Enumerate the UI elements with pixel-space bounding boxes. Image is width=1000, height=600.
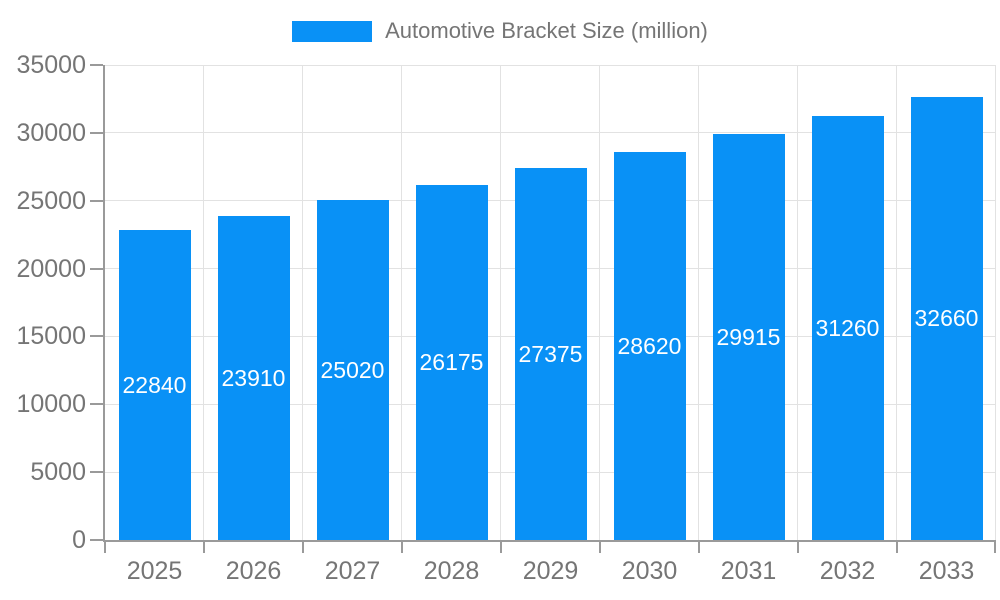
x-axis-category-label: 2027 (324, 557, 381, 585)
x-gridline (302, 65, 303, 540)
bar-value-label: 25020 (320, 357, 385, 384)
bar-value-label: 22840 (122, 372, 187, 398)
bar-value-label: 26175 (419, 349, 484, 376)
x-gridline (401, 65, 402, 540)
x-axis-tick (896, 542, 898, 553)
y-axis-tick (90, 64, 103, 66)
x-axis-category-label: 2032 (819, 557, 876, 585)
bar-2032[interactable] (811, 115, 884, 540)
bar-2031[interactable] (712, 134, 785, 540)
y-axis-tick (90, 471, 103, 474)
x-axis-tick (401, 542, 403, 553)
y-axis-tick-label: 25000 (16, 186, 86, 215)
x-axis-tick (203, 542, 205, 553)
bar-value-label: 31260 (815, 314, 880, 341)
x-axis-tick (698, 542, 700, 553)
y-gridline (105, 132, 996, 134)
x-gridline (203, 65, 204, 540)
bar-value-label: 29915 (716, 324, 781, 350)
plot-area: 0 5000 10000 15000 20000 25000 30000 35000 22840… (16, 51, 996, 585)
legend[interactable]: Automotive Bracket Size (million) (0, 16, 1000, 46)
x-axis-category-label: 2026 (225, 557, 282, 585)
y-axis-tick-label: 5000 (30, 458, 86, 487)
bar-2026[interactable] (217, 215, 290, 540)
x-axis-tick (994, 542, 996, 553)
x-axis-tick (599, 542, 601, 553)
bar-value-label: 32660 (914, 305, 979, 332)
legend-label: Automotive Bracket Size (million) (385, 18, 708, 43)
y-axis-tick-label: 15000 (16, 322, 86, 351)
x-axis-category-label: 2030 (621, 557, 678, 585)
bar-2025[interactable] (118, 230, 191, 540)
y-axis-tick (90, 335, 103, 338)
bar-value-label: 23910 (221, 364, 286, 391)
y-axis-tick (90, 131, 103, 134)
bar-2030[interactable] (613, 151, 686, 540)
x-axis-category-label: 2033 (918, 557, 975, 585)
x-axis-tick (500, 542, 502, 553)
x-axis-category-label: 2025 (126, 557, 183, 585)
y-axis-tick (90, 199, 103, 202)
y-axis-tick (90, 539, 103, 541)
y-axis-tick-label: 0 (72, 526, 86, 554)
y-gridline (105, 64, 996, 66)
y-axis-tick (90, 267, 103, 270)
bar-value-label: 28620 (617, 332, 682, 359)
legend-swatch-icon (292, 20, 373, 42)
x-axis-tick (104, 542, 106, 553)
x-gridline (797, 65, 798, 540)
x-axis-category-label: 2031 (720, 557, 777, 585)
y-axis-tick-label: 10000 (16, 390, 86, 419)
y-axis-tick-label: 30000 (16, 118, 86, 147)
bar-2029[interactable] (514, 168, 587, 540)
x-gridline (698, 65, 699, 540)
bar-2027[interactable] (316, 200, 389, 540)
x-gridline (995, 65, 996, 540)
x-axis-tick (797, 542, 799, 553)
bar-2028[interactable] (415, 184, 488, 540)
x-axis-category-label: 2029 (522, 557, 579, 585)
bar-2033[interactable] (910, 96, 983, 540)
bar-value-label: 27375 (518, 341, 583, 368)
y-axis-tick-label: 35000 (16, 51, 86, 79)
x-gridline (599, 65, 600, 540)
x-axis-category-label: 2028 (423, 557, 480, 585)
x-gridline (500, 65, 501, 540)
x-axis-tick (302, 542, 304, 553)
x-gridline (896, 65, 897, 540)
y-axis-tick-label: 20000 (16, 254, 86, 283)
y-axis-tick (90, 403, 103, 406)
